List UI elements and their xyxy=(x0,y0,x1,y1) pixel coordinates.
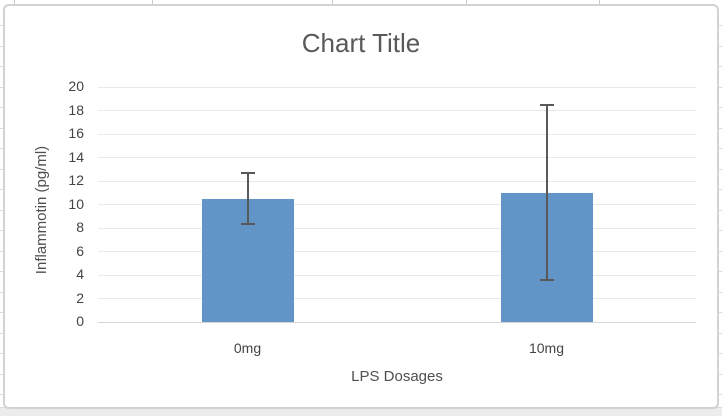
gridline xyxy=(98,298,696,299)
y-tick-label: 8 xyxy=(76,219,84,235)
spreadsheet-row-line xyxy=(719,66,722,67)
spreadsheet-row-line xyxy=(0,46,3,47)
gridline xyxy=(98,86,696,88)
spreadsheet-row-line xyxy=(719,394,722,395)
spreadsheet-row-line xyxy=(0,148,3,149)
spreadsheet-column-line xyxy=(152,0,153,5)
y-tick-label: 4 xyxy=(76,266,84,282)
y-tick-label: 10 xyxy=(68,195,84,212)
spreadsheet-row-line xyxy=(719,292,722,293)
spreadsheet-row-line xyxy=(0,210,3,211)
plot-area[interactable]: 0 2 4 6 8 10 12 14 16 18 20 0mg 10mg xyxy=(68,78,696,356)
gridline xyxy=(98,251,696,252)
spreadsheet-row-line xyxy=(719,128,722,129)
spreadsheet-row-line xyxy=(719,230,722,231)
gridline xyxy=(98,157,696,158)
error-bar-top-cap-0mg xyxy=(240,171,255,174)
spreadsheet-row-line xyxy=(0,333,3,334)
spreadsheet-column-line xyxy=(332,0,333,5)
error-bar-10mg xyxy=(545,104,548,280)
spreadsheet-row-line xyxy=(0,66,3,67)
x-axis-line xyxy=(98,321,696,323)
spreadsheet-row-line xyxy=(719,333,722,334)
gridline xyxy=(98,227,696,229)
spreadsheet-row-line xyxy=(719,46,722,47)
y-tick-label: 14 xyxy=(68,148,84,165)
spreadsheet-row-line xyxy=(719,210,722,211)
spreadsheet-row-line xyxy=(0,312,3,313)
y-tick-label: 12 xyxy=(68,172,84,188)
spreadsheet-row-line xyxy=(0,230,3,231)
spreadsheet-row-line xyxy=(0,87,3,88)
spreadsheet-row-line xyxy=(0,128,3,129)
gridline xyxy=(98,133,696,135)
spreadsheet-row-line xyxy=(719,312,722,313)
spreadsheet-row-line xyxy=(0,169,3,170)
spreadsheet-row-line xyxy=(719,374,722,375)
chart-title[interactable]: Chart Title xyxy=(301,28,421,58)
spreadsheet-row-line xyxy=(0,271,3,272)
spreadsheet-column-line xyxy=(599,0,600,5)
spreadsheet-row-line xyxy=(719,353,722,354)
spreadsheet-row-line xyxy=(719,148,722,149)
error-bar-bottom-cap-0mg xyxy=(240,223,255,226)
spreadsheet-row-line xyxy=(719,87,722,88)
spreadsheet-row-line xyxy=(0,374,3,375)
spreadsheet-row-line xyxy=(0,251,3,252)
spreadsheet-row-line xyxy=(719,271,722,272)
spreadsheet-column-line xyxy=(466,0,467,5)
gridline xyxy=(98,274,696,276)
x-category-label-10mg: 10mg xyxy=(528,340,565,356)
x-category-label-0mg: 0mg xyxy=(233,340,262,356)
y-tick-label: 6 xyxy=(76,242,84,259)
spreadsheet-column-line xyxy=(14,0,15,5)
chart-object[interactable]: Chart Title Inflammotin (pg/ml) LPS Dosa… xyxy=(3,4,719,409)
spreadsheet-row-line xyxy=(719,169,722,170)
spreadsheet-row-line xyxy=(0,353,3,354)
error-bar-top-cap-10mg xyxy=(539,103,554,106)
gridline xyxy=(98,180,696,182)
x-axis-title[interactable]: LPS Dosages xyxy=(351,368,443,385)
y-tick-label: 20 xyxy=(68,78,84,94)
gridline xyxy=(98,204,696,205)
y-tick-label: 16 xyxy=(68,125,84,141)
error-bar-bottom-cap-10mg xyxy=(539,278,554,281)
gridline xyxy=(98,110,696,111)
spreadsheet-row-line xyxy=(0,107,3,108)
spreadsheet-row-line xyxy=(0,394,3,395)
spreadsheet-row-line xyxy=(719,251,722,252)
spreadsheet-row-line xyxy=(719,189,722,190)
y-tick-label: 18 xyxy=(68,101,84,118)
spreadsheet-row-line xyxy=(719,107,722,108)
error-bar-0mg xyxy=(246,172,249,225)
spreadsheet-row-line xyxy=(0,292,3,293)
spreadsheet-row-line xyxy=(0,25,3,26)
y-tick-label: 2 xyxy=(76,289,84,306)
y-tick-label: 0 xyxy=(76,313,84,329)
spreadsheet-row-line xyxy=(0,189,3,190)
spreadsheet-row-line xyxy=(719,25,722,26)
